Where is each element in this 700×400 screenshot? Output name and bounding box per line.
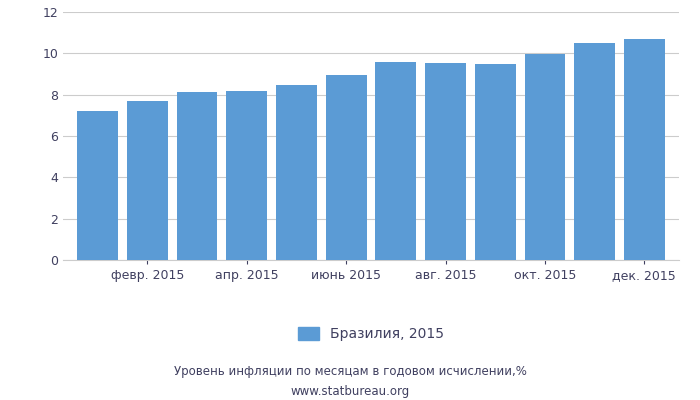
Text: Уровень инфляции по месяцам в годовом исчислении,%: Уровень инфляции по месяцам в годовом ис… <box>174 366 526 378</box>
Legend: Бразилия, 2015: Бразилия, 2015 <box>293 322 449 347</box>
Bar <box>375 62 416 260</box>
Bar <box>574 44 615 260</box>
Bar <box>226 91 267 260</box>
Bar <box>127 101 168 260</box>
Bar <box>425 63 466 260</box>
Bar <box>78 111 118 260</box>
Bar <box>524 54 565 260</box>
Text: www.statbureau.org: www.statbureau.org <box>290 386 410 398</box>
Bar <box>624 40 664 260</box>
Bar <box>475 64 516 260</box>
Bar <box>326 75 367 260</box>
Bar <box>177 92 218 260</box>
Bar <box>276 85 317 260</box>
